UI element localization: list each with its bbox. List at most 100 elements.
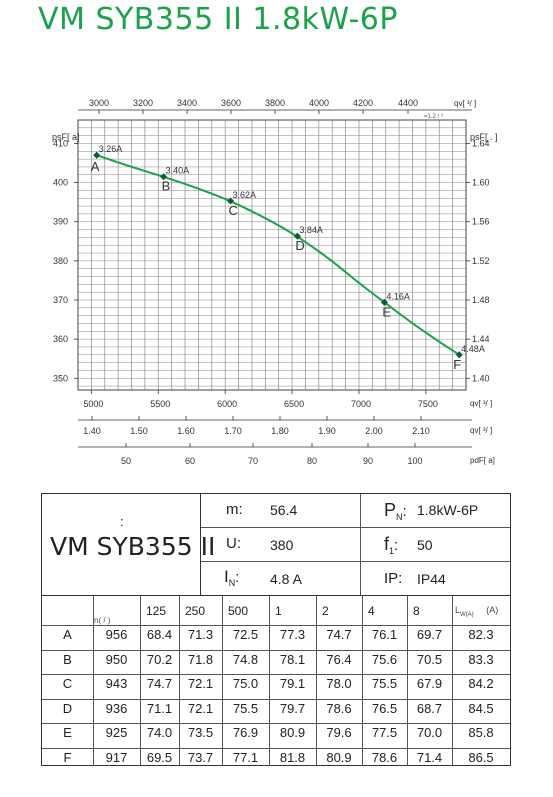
vline	[360, 494, 361, 595]
right-axis-tick-label: 1.64	[472, 138, 490, 148]
bottom-axis-tick-label: 7500	[418, 399, 438, 409]
axis3-tick-label: 60	[185, 456, 195, 466]
left-axis-title: psF[ a]	[52, 132, 80, 142]
table-lw-unit: (A)	[486, 605, 499, 615]
plot-frame	[77, 119, 467, 391]
bottom-axis-title: qv[ ³/ ]	[470, 399, 492, 408]
table-cell: 80.9	[279, 725, 306, 740]
table-cell: 79.1	[279, 676, 306, 691]
table-cell: 77.5	[371, 725, 398, 740]
table-cell: 80.9	[326, 749, 352, 765]
table-cell: 74.8	[232, 651, 259, 667]
table-cell: 68.7	[416, 700, 443, 716]
spec-ip-value: IP44	[417, 571, 446, 587]
right-axis-title: psF[ . ]	[470, 132, 498, 142]
table-cell: 76.4	[326, 651, 352, 667]
table-point-label: C	[62, 676, 73, 691]
table-cell: 75.5	[371, 676, 398, 691]
top-axis-tick-label: 3000	[89, 98, 109, 108]
spec-in-sub: N	[228, 578, 236, 588]
hline	[42, 649, 510, 651]
point-letter-label: E	[382, 304, 391, 319]
table-cell: 82.3	[468, 627, 494, 642]
table-speed-cell: 936	[105, 700, 128, 716]
table-lw-header: LW(A) (A)	[455, 605, 498, 618]
left-axis-tick-label: 390	[53, 217, 68, 227]
spec-in-value: 4.8 A	[270, 571, 302, 587]
point-letter-label: C	[229, 203, 238, 218]
axis3-tick-label: 70	[248, 456, 258, 466]
operating-point-B	[160, 173, 168, 181]
vline	[222, 595, 223, 766]
point-letter-label: F	[453, 357, 461, 372]
table-cell: 73.7	[187, 749, 214, 765]
table-cell: 71.3	[187, 627, 214, 642]
vline	[316, 595, 317, 766]
table-cell: 69.5	[146, 749, 173, 765]
table-cell: 69.7	[416, 627, 443, 642]
fan-performance-chart: 410 400 390 380 370 360 350 1.64 1.60 1.56 1.52 1.4…	[52, 98, 498, 466]
table-cell: 70.0	[416, 725, 443, 740]
point-current-label: 3.62A	[233, 190, 257, 200]
operating-point-F	[455, 351, 463, 359]
spec-in-label: IN:	[224, 567, 240, 588]
axis2-title: qv[ ³/ ]	[470, 426, 492, 435]
right-axis-tick-label: 1.56	[472, 217, 490, 227]
spec-pn-value: 1.8kW-6P	[417, 502, 479, 518]
axis2-tick-label: 1.70	[224, 426, 242, 436]
hline	[42, 723, 510, 724]
table-cell: 78.6	[371, 749, 398, 765]
table-point-label: B	[63, 651, 72, 667]
point-letter-label: D	[295, 238, 304, 253]
hline	[42, 625, 510, 626]
spec-model: VM SYB355 II	[50, 532, 216, 561]
left-axis-tick-label: 360	[53, 334, 68, 344]
table-cell: 67.9	[416, 676, 443, 691]
table-cell: 86.5	[468, 749, 494, 765]
table-cell: 74.7	[326, 627, 352, 642]
table-speed-cell: 943	[105, 676, 128, 691]
table-cell: 74.0	[146, 725, 173, 740]
spec-u-value: 380	[270, 537, 294, 553]
table-speed-cell: 925	[105, 725, 128, 740]
spec-ip-label: IP:	[384, 570, 403, 587]
table-cell: 85.8	[468, 725, 494, 740]
left-axis-tick-label: 350	[53, 373, 68, 383]
point-current-label: 3.40A	[166, 166, 190, 176]
table-cell: 72.5	[232, 627, 259, 642]
axis2-tick-label: 2.00	[365, 426, 383, 436]
table-cell: 81.8	[279, 749, 306, 765]
table-point-label: E	[63, 725, 72, 740]
operating-point-C	[226, 197, 235, 205]
right-axis-tick-label: 1.60	[472, 178, 490, 188]
hline	[200, 527, 510, 528]
left-axis-tick-label: 370	[53, 295, 68, 305]
table-cell: 79.6	[326, 725, 352, 740]
point-current-label: 4.16A	[386, 291, 410, 301]
vline	[140, 595, 141, 766]
top-axis-tick-label: 3800	[265, 98, 285, 108]
table-n-header: n( / )	[94, 616, 111, 625]
table-freq-header: 8	[413, 604, 420, 618]
table-freq-header: 1	[275, 604, 282, 618]
axis3-tick-label: 50	[121, 456, 131, 466]
table-speed-cell: 956	[105, 627, 128, 642]
axis2-tick-label: 1.40	[83, 426, 101, 436]
table-point-label: A	[63, 627, 72, 642]
table-cell: 75.6	[371, 651, 398, 667]
table-cell: 71.8	[187, 651, 214, 667]
hline	[42, 698, 510, 700]
spec-f-sub: 1	[389, 546, 395, 556]
table-cell: 68.4	[146, 627, 173, 642]
top-axis-factor: =1.2 / ³	[424, 114, 443, 120]
table-cell: 84.5	[468, 700, 494, 716]
vline	[269, 595, 270, 766]
spec-u-label: U:	[226, 535, 241, 552]
vline	[362, 595, 363, 766]
table-point-label: F	[63, 749, 72, 765]
operating-point-E	[380, 298, 388, 306]
top-axis-title: qv[ ³/ ]	[454, 99, 476, 108]
hline	[42, 674, 510, 675]
table-cell: 75.0	[232, 676, 259, 691]
spec-f-letter: f	[384, 534, 390, 554]
